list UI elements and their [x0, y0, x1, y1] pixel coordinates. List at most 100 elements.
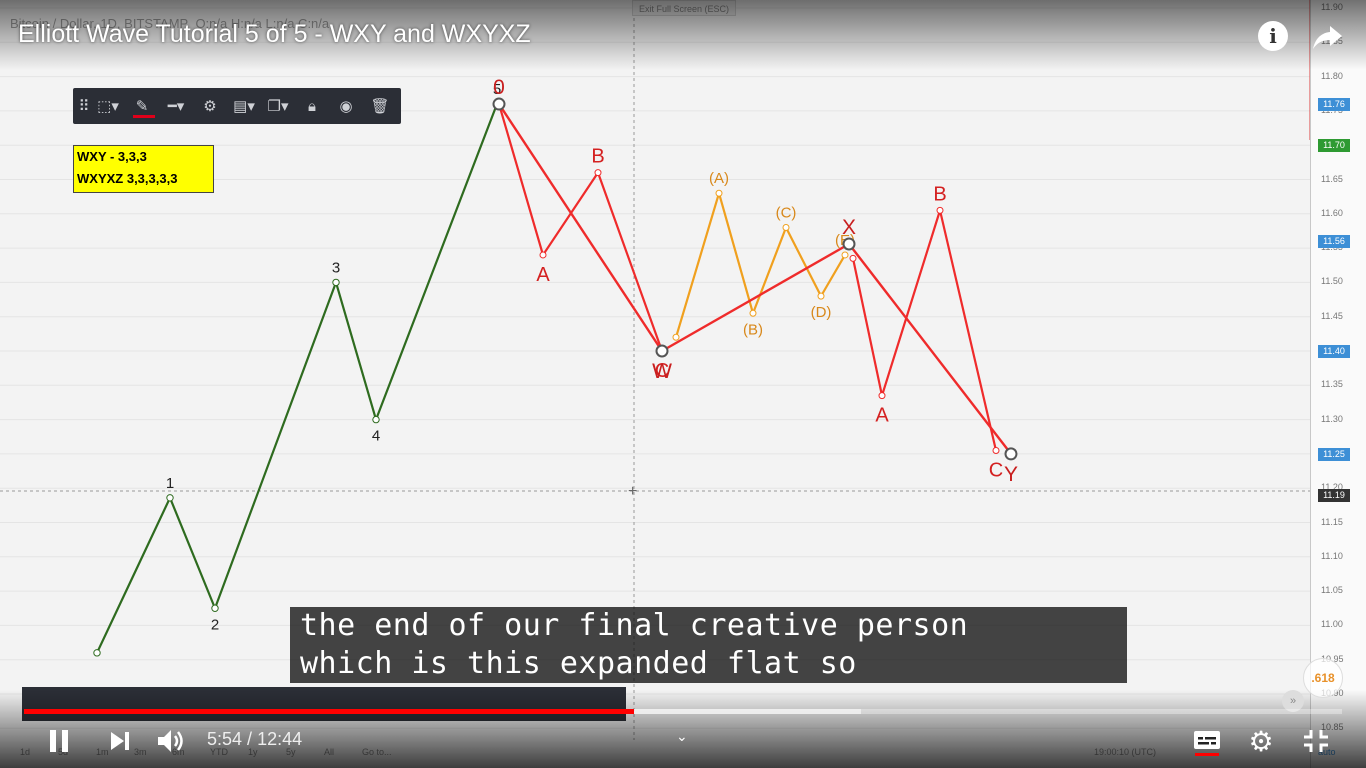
impulse-point — [93, 649, 101, 657]
chevron-down-icon[interactable]: ⌄ — [676, 728, 688, 744]
triangle-line — [674, 192, 846, 338]
wxy-label: Y — [1004, 463, 1018, 486]
wxy-point — [655, 344, 669, 358]
price-axis[interactable]: 11.9011.8511.8011.7511.7011.6511.6011.55… — [1310, 0, 1366, 768]
price-label: 11.56 — [1318, 235, 1350, 249]
wxy-line — [497, 103, 1012, 455]
triangle-point — [749, 309, 757, 317]
triangle-label: (C) — [776, 205, 797, 222]
y-wave-point — [849, 254, 857, 262]
caption-line-1: the end of our final creative person — [300, 608, 969, 643]
gear-icon[interactable]: ⚙ — [203, 98, 217, 115]
price-tick: 11.50 — [1321, 276, 1343, 287]
price-label: 11.70 — [1318, 139, 1350, 153]
video-title[interactable]: Elliott Wave Tutorial 5 of 5 - WXY and W… — [18, 20, 531, 48]
impulse-label: 3 — [332, 259, 340, 276]
price-tick: 11.60 — [1321, 207, 1343, 218]
caption-line-2: which is this expanded flat so — [300, 646, 857, 681]
price-tick: 11.90 — [1321, 2, 1343, 12]
pattern-toolbar — [22, 687, 626, 721]
pencil-icon[interactable]: ✎ — [125, 88, 159, 124]
wxy-label: W — [652, 360, 672, 383]
impulse-line — [96, 103, 499, 654]
wxy-point — [1004, 447, 1018, 461]
time-display: 5:54 / 12:44 — [207, 729, 303, 749]
crosshair-cursor-icon: + — [628, 483, 637, 500]
pause-button[interactable] — [44, 724, 74, 758]
w-wave-label: C — [655, 360, 669, 382]
note-line-wxy: WXY - 3,3,3 — [77, 149, 147, 164]
progress-played — [24, 709, 635, 714]
period-button[interactable]: All — [324, 747, 335, 757]
scroll-right-button[interactable]: » — [1282, 690, 1304, 712]
exit-fullscreen-icon[interactable] — [1300, 724, 1332, 758]
impulse-point — [332, 278, 340, 287]
w-wave-label: B — [591, 146, 604, 168]
line-style-icon[interactable]: ━▾ — [167, 98, 185, 115]
triangle-label: (D) — [811, 304, 832, 321]
y-wave-label: B — [933, 183, 946, 205]
impulse-label: 2 — [211, 616, 219, 633]
wxy-label: 0 — [493, 76, 505, 99]
price-tick: 11.10 — [1321, 550, 1343, 561]
price-tick: 11.65 — [1321, 173, 1343, 184]
trash-icon[interactable]: 🗑︎ — [370, 98, 390, 115]
wxy-point — [842, 237, 856, 251]
progress-bar[interactable] — [24, 709, 1342, 714]
exit-fullscreen-hint[interactable]: Exit Full Screen (ESC) — [632, 0, 736, 16]
wxy-point — [492, 97, 506, 111]
price-tick: 11.45 — [1321, 310, 1343, 321]
y-wave-point — [878, 392, 886, 400]
fib-badge[interactable]: .618 — [1303, 658, 1343, 698]
price-tick: 10.95 — [1321, 653, 1344, 664]
price-label: 11.76 — [1318, 98, 1350, 112]
volume-icon[interactable] — [156, 724, 188, 758]
w-wave-point — [594, 169, 602, 177]
price-tick: 11.20 — [1321, 482, 1343, 493]
next-button[interactable] — [106, 724, 134, 758]
impulse-label: 1 — [166, 475, 174, 492]
eye-icon[interactable]: ◉ — [339, 98, 353, 115]
impulse-point — [211, 604, 219, 612]
triangle-point — [817, 292, 825, 300]
period-button[interactable]: 3m — [134, 747, 147, 757]
period-button[interactable]: Go to... — [362, 747, 392, 757]
price-tick: 11.00 — [1321, 619, 1343, 630]
triangle-label: (B) — [743, 321, 763, 338]
note-line-wxyxz: WXYXZ 3,3,3,3,3 — [77, 171, 178, 186]
y-wave-line — [851, 209, 998, 451]
impulse-label: 4 — [372, 428, 380, 445]
w-wave-point — [539, 251, 547, 259]
period-button[interactable]: 1d — [20, 747, 31, 757]
impulse-label: 5 — [493, 81, 501, 98]
wave-note[interactable]: WXY - 3,3,3 WXYXZ 3,3,3,3,3 — [73, 145, 214, 193]
utc-clock: 19:00:10 (UTC) — [1094, 747, 1157, 757]
impulse-point — [166, 494, 174, 502]
price-tick: 11.05 — [1321, 585, 1343, 596]
copy-icon[interactable]: ❐▾ — [267, 98, 289, 115]
y-wave-label: A — [875, 405, 889, 427]
y-wave-label: C — [989, 459, 1003, 481]
triangle-point — [782, 224, 790, 232]
triangle-point — [841, 251, 849, 259]
price-label: 11.40 — [1318, 345, 1350, 358]
price-tick: 11.80 — [1321, 70, 1343, 81]
y-wave-point — [936, 206, 944, 214]
caption-box: the end of our final creative person whi… — [290, 607, 1127, 683]
settings-gear-icon[interactable]: ⚙ — [1248, 725, 1274, 757]
layers-icon[interactable]: ▤▾ — [233, 98, 255, 115]
wxy-label: X — [842, 216, 856, 239]
captions-button[interactable] — [1191, 724, 1223, 758]
share-icon[interactable] — [1310, 20, 1346, 54]
price-tick: 11.35 — [1321, 379, 1343, 390]
drag-handle-icon[interactable]: ⠿ — [78, 98, 90, 115]
triangle-label: (A) — [709, 170, 729, 187]
select-area-icon[interactable]: ⬚▾ — [97, 98, 119, 115]
info-icon[interactable]: i — [1258, 21, 1288, 51]
impulse-point — [372, 415, 380, 424]
lock-icon[interactable]: 🔒︎ — [308, 97, 316, 115]
y-wave-point — [992, 446, 1000, 454]
w-wave-label: A — [536, 264, 550, 286]
price-tick: 11.15 — [1321, 516, 1343, 527]
drawing-toolbar: ⠿ ⬚▾ ✎ ━▾ ⚙ ▤▾ ❐▾ 🔒︎ ◉ 🗑︎ — [73, 88, 401, 124]
